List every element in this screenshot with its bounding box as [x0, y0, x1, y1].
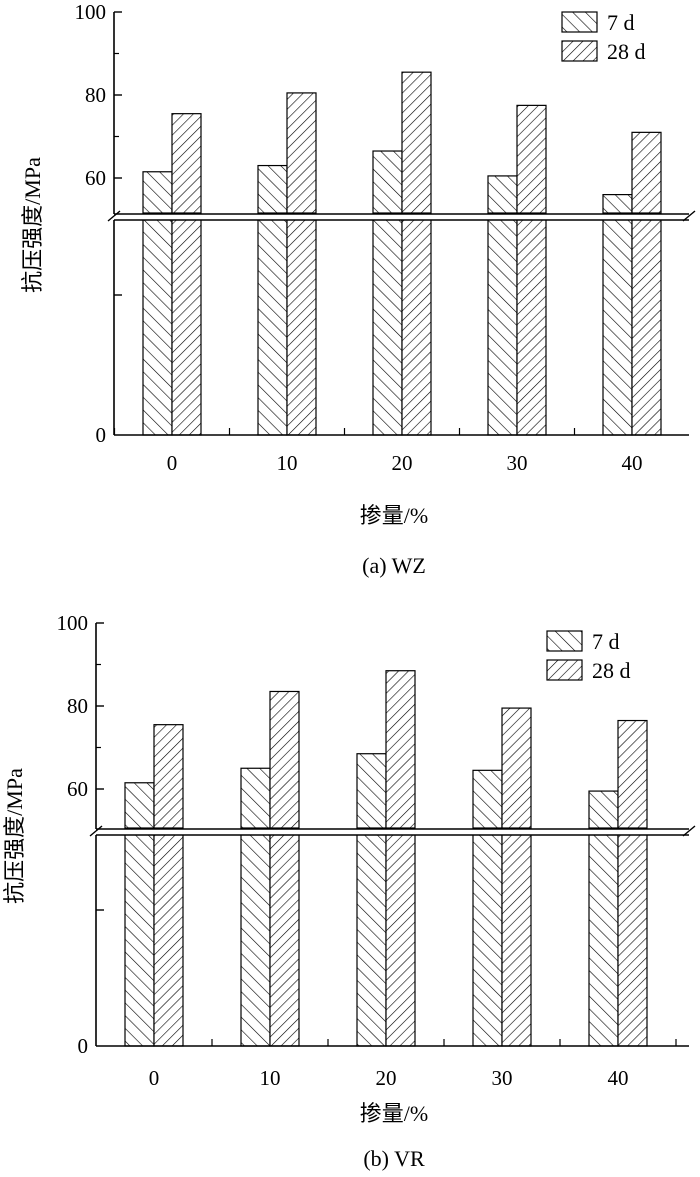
bar-7d-20 [372, 150, 403, 214]
bar-28d-40 [617, 719, 648, 829]
y-tick-label: 80 [67, 694, 88, 718]
bar-28d-40 [631, 131, 662, 214]
bar-7d-40 [602, 194, 633, 214]
y-axis-title: 抗压强度/MPa [20, 157, 45, 293]
bar-7d-40 [588, 790, 619, 829]
y-tick-label: 0 [96, 423, 107, 447]
bar-7d-30 [472, 769, 503, 829]
y-tick-label: 100 [57, 611, 89, 635]
bar-lower-7d-40 [588, 833, 619, 1047]
bar-lower-28d-30 [516, 218, 547, 436]
axis-break-gap [106, 215, 697, 220]
x-tick-label: 10 [277, 451, 298, 475]
x-tick-label: 30 [507, 451, 528, 475]
x-tick-label: 0 [149, 1066, 160, 1090]
x-tick-label: 20 [376, 1066, 397, 1090]
y-tick-label: 60 [67, 777, 88, 801]
bar-lower-28d-0 [153, 833, 184, 1047]
bar-lower-28d-10 [286, 218, 317, 436]
bar-lower-7d-0 [142, 218, 173, 436]
legend-swatch-28d [546, 659, 583, 681]
legend-label: 7 d [592, 629, 620, 654]
bar-lower-7d-30 [472, 833, 503, 1047]
break-mark-left [107, 210, 121, 222]
legend-label: 7 d [607, 10, 635, 35]
x-tick-label: 40 [608, 1066, 629, 1090]
bar-lower-7d-0 [124, 833, 155, 1047]
bar-lower-28d-20 [401, 218, 432, 436]
bar-28d-0 [171, 113, 202, 214]
break-mark-right [682, 210, 696, 222]
legend-swatch-7d [561, 11, 598, 33]
legend-swatch-7d [546, 630, 583, 652]
y-tick-label: 80 [85, 83, 106, 107]
chart-caption: (a) WZ [362, 553, 426, 578]
bar-7d-0 [124, 782, 155, 829]
bar-lower-7d-20 [372, 218, 403, 436]
bar-7d-10 [257, 164, 288, 214]
bar-lower-7d-10 [257, 218, 288, 436]
bar-28d-0 [153, 724, 184, 829]
bar-lower-28d-10 [269, 833, 300, 1047]
chart-panel-vr: (b) VR 掺量/% 抗压强度/MPa 0 10 20 30 40 60 80 100 0 7 … [2, 611, 697, 1171]
legend-swatch-28d [561, 40, 598, 62]
bar-7d-0 [142, 171, 173, 214]
bar-28d-20 [385, 670, 416, 829]
axis-break-gap [88, 830, 697, 835]
bar-7d-20 [356, 753, 387, 829]
bar-lower-28d-20 [385, 833, 416, 1047]
bar-lower-28d-0 [171, 218, 202, 436]
bar-lower-28d-40 [617, 833, 648, 1047]
y-tick-label: 0 [78, 1034, 89, 1058]
bar-7d-10 [240, 767, 271, 829]
bar-28d-20 [401, 71, 432, 214]
bar-28d-30 [501, 707, 532, 829]
break-mark-left [89, 825, 103, 837]
bar-lower-7d-40 [602, 218, 633, 436]
bar-28d-10 [269, 690, 300, 829]
break-mark-right [682, 825, 696, 837]
legend-label: 28 d [607, 39, 646, 64]
legend-label: 28 d [592, 658, 631, 683]
x-tick-label: 40 [622, 451, 643, 475]
bar-lower-7d-10 [240, 833, 271, 1047]
y-tick-label: 60 [85, 166, 106, 190]
y-axis-title: 抗压强度/MPa [2, 768, 27, 904]
x-tick-label: 30 [492, 1066, 513, 1090]
x-tick-label: 20 [392, 451, 413, 475]
chart-caption: (b) VR [363, 1146, 425, 1171]
bar-7d-30 [487, 175, 518, 214]
x-tick-label: 0 [167, 451, 178, 475]
bar-lower-7d-20 [356, 833, 387, 1047]
x-axis-title: 掺量/% [360, 1101, 428, 1126]
x-axis-title: 掺量/% [360, 503, 428, 528]
chart-panel-wz: (a) WZ 掺量/% 抗压强度/MPa 0 10 20 30 40 60 80 100 0 7 … [20, 0, 697, 578]
bar-28d-10 [286, 92, 317, 214]
bar-lower-28d-40 [631, 218, 662, 436]
y-tick-label: 100 [75, 0, 107, 24]
bar-lower-28d-30 [501, 833, 532, 1047]
x-tick-label: 10 [260, 1066, 281, 1090]
bar-28d-30 [516, 104, 547, 214]
bar-lower-7d-30 [487, 218, 518, 436]
